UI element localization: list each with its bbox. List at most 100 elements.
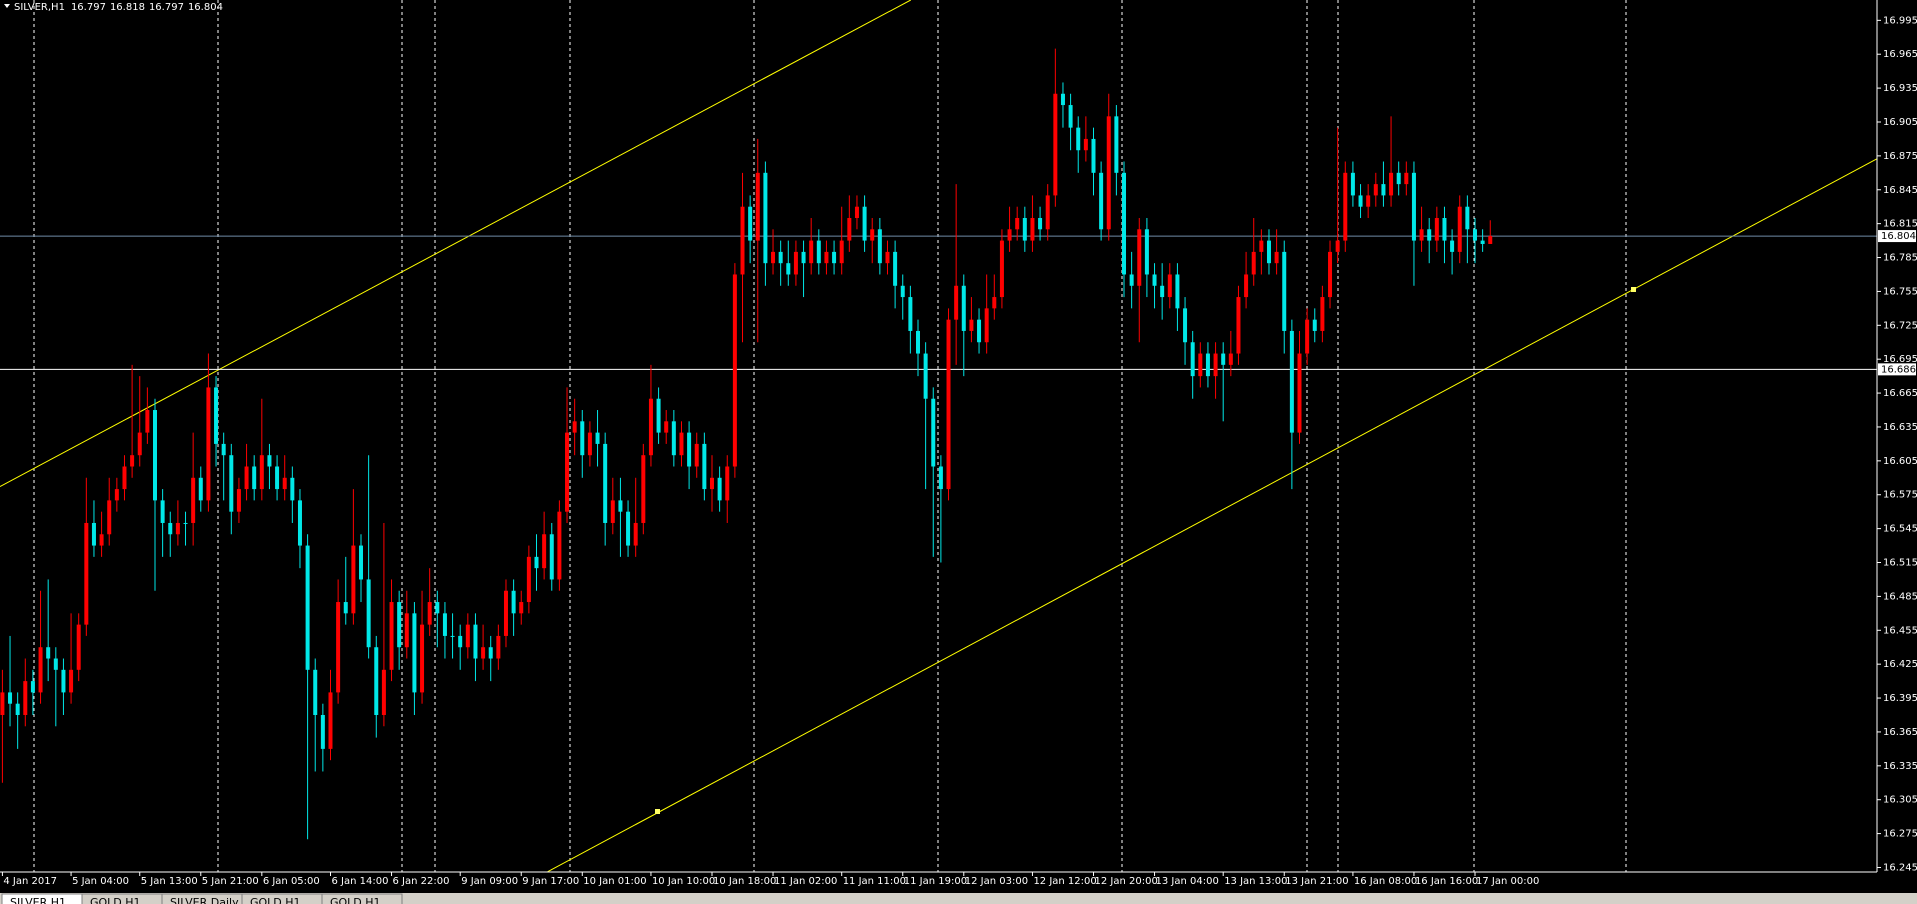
symbol: SILVER,H1 (14, 2, 65, 13)
candle-body (366, 579, 371, 648)
candle-body (397, 602, 402, 648)
x-tick-label: 11 Jan 11:00 (843, 876, 906, 887)
candle-body (1190, 342, 1195, 377)
candle-body (1015, 218, 1020, 230)
candle-body (984, 308, 989, 343)
bid-label: 16.804 (1881, 231, 1916, 242)
candle-body (267, 455, 272, 467)
tab-label[interactable]: SILVER,Daily (170, 896, 239, 904)
y-tick-label: 16.965 (1883, 49, 1917, 60)
candle-body (1099, 172, 1104, 230)
tab-label[interactable]: SILVER,H1 (10, 896, 66, 904)
candle-body (1305, 319, 1310, 354)
x-tick-label: 9 Jan 09:00 (461, 876, 518, 887)
candle-body (938, 466, 943, 490)
candle-body (1465, 206, 1470, 230)
candle-body (244, 466, 249, 490)
candle-body (603, 443, 608, 523)
collapse-icon[interactable] (4, 4, 10, 8)
candle-body (153, 410, 157, 501)
candle-body (1251, 251, 1256, 275)
candle-body (1480, 240, 1485, 244)
candle-body (1076, 127, 1081, 151)
candle-body (1244, 274, 1249, 298)
candle-body (1297, 353, 1302, 433)
candle-body (557, 511, 562, 580)
candle-body (275, 466, 280, 490)
y-tick-label: 16.545 (1883, 524, 1917, 535)
y-tick-label: 16.665 (1883, 388, 1917, 399)
candle-body (198, 477, 203, 501)
candle-body (580, 421, 585, 456)
candle-body (1198, 353, 1203, 377)
x-tick-label: 9 Jan 17:00 (522, 876, 579, 887)
candle-body (854, 206, 859, 218)
candle-body (168, 522, 173, 535)
candle-body (1457, 206, 1462, 252)
candle-body (1366, 195, 1371, 207)
candle-body (1419, 229, 1424, 241)
candle-body (1450, 240, 1455, 252)
y-tick-label: 16.785 (1883, 253, 1917, 264)
candle-body (1404, 172, 1409, 185)
candle-body (565, 432, 570, 512)
candle-body (1152, 274, 1157, 286)
tab-label[interactable]: GOLD,H1 (250, 896, 301, 904)
candle-body (221, 443, 226, 456)
candle-body (1282, 251, 1287, 331)
candle-body (1183, 308, 1188, 343)
candle-body (916, 330, 920, 354)
candle-body (503, 590, 508, 636)
candle-body (1289, 330, 1294, 433)
x-tick-label: 6 Jan 05:00 (263, 876, 320, 887)
candle-body (870, 229, 875, 241)
candle-body (412, 613, 417, 693)
candle-body (99, 534, 104, 546)
candle-body (381, 669, 386, 715)
candle-body (763, 172, 768, 264)
candle-body (160, 500, 165, 523)
tab-label[interactable]: GOLD,H1 (330, 896, 381, 904)
candle-body (824, 251, 829, 264)
candle-body (610, 500, 615, 523)
y-tick-label: 16.725 (1883, 320, 1917, 331)
candle-body (755, 172, 760, 241)
candle-body (305, 545, 310, 670)
candle-body (1411, 172, 1416, 241)
candle-body (442, 613, 447, 636)
x-tick-label: 6 Jan 22:00 (393, 876, 450, 887)
candle-body (542, 534, 547, 569)
candle-body (900, 285, 905, 298)
candle-body (84, 522, 89, 625)
candle-body (1007, 229, 1012, 241)
y-tick-label: 16.755 (1883, 286, 1917, 297)
tabs: SILVER,H1 GOLD,H1 SILVER,Daily GOLD,H1 GOLD,… (1, 893, 403, 904)
candle-body (130, 455, 135, 467)
candle-body (595, 432, 600, 444)
tab-label[interactable]: GOLD,H1 (90, 896, 141, 904)
candle-body (259, 455, 264, 490)
candle-body (656, 398, 661, 433)
candle-body (1205, 353, 1210, 377)
candle-body (847, 218, 852, 241)
x-tick-label: 16 Jan 16:00 (1415, 876, 1478, 887)
candle-body (229, 455, 234, 512)
x-tick-label: 17 Jan 00:00 (1476, 876, 1539, 887)
candle-body (351, 545, 356, 614)
tab[interactable] (321, 893, 403, 904)
candle-body (30, 681, 35, 693)
candle-body (282, 477, 287, 490)
level-label: 16.686 (1881, 364, 1916, 375)
x-tick-label: 5 Jan 13:00 (141, 876, 198, 887)
candle-body (435, 602, 440, 614)
candle-body (786, 263, 791, 275)
candle-body (809, 240, 814, 264)
y-tick-label: 16.305 (1883, 795, 1917, 806)
candle-body (893, 251, 898, 286)
candle-body (648, 398, 653, 456)
candle-body (771, 251, 776, 264)
anchor-point (655, 809, 660, 814)
candle-body (465, 624, 470, 648)
candle-body (297, 500, 302, 546)
candle-body (832, 251, 837, 264)
